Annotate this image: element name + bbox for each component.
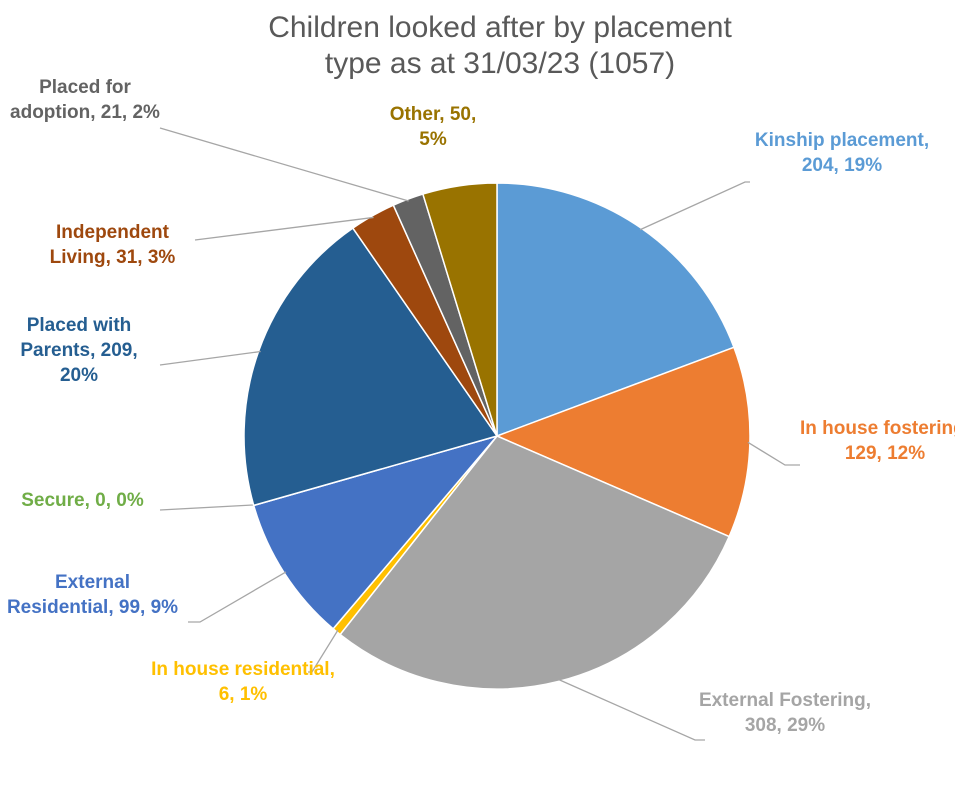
- pie-slice: [496, 182, 735, 438]
- leader-line: [308, 629, 339, 673]
- data-label: Placed for adoption, 21, 2%: [10, 77, 160, 123]
- pie-slice: [494, 346, 751, 538]
- title-box: Children looked after by placement type …: [268, 11, 732, 80]
- leader-line: [159, 504, 256, 511]
- chart-title: Children looked after by placement type …: [268, 11, 732, 80]
- data-label-box: External Fostering, 308, 29%: [698, 690, 872, 736]
- data-label: Secure, 0, 0%: [21, 490, 144, 511]
- data-label: Placed with Parents, 209, 20%: [20, 315, 138, 386]
- data-label-box: Independent Living, 31, 3%: [49, 222, 176, 268]
- leader-line: [639, 181, 750, 231]
- data-label-box: Kinship placement, 204, 19%: [754, 130, 930, 176]
- data-label: In house fostering, 129, 12%: [800, 418, 955, 464]
- pie-slice: [421, 182, 498, 437]
- pie-slice: [243, 227, 499, 507]
- data-label: Other, 50, 5%: [389, 104, 477, 150]
- leader-line: [558, 678, 705, 741]
- data-label-box: Placed for adoption, 21, 2%: [10, 77, 160, 123]
- data-label-box: Other, 50, 5%: [389, 104, 477, 150]
- data-label-box: Secure, 0, 0%: [21, 490, 144, 511]
- leader-line: [159, 127, 409, 202]
- data-label: External Residential, 99, 9%: [6, 572, 179, 618]
- data-label-box: Placed with Parents, 209, 20%: [20, 315, 138, 386]
- data-label: Independent Living, 31, 3%: [49, 222, 176, 268]
- data-label: Kinship placement, 204, 19%: [754, 130, 930, 176]
- data-label-box: In house residential, 6, 1%: [151, 659, 335, 705]
- leader-line: [159, 350, 261, 366]
- leader-line: [194, 216, 374, 241]
- data-label-box: External Residential, 99, 9%: [6, 572, 179, 618]
- leader-line: [747, 441, 800, 466]
- leader-line: [188, 571, 287, 623]
- data-label: In house residential, 6, 1%: [151, 659, 335, 705]
- pie-slice: [339, 435, 731, 690]
- data-label: External Fostering, 308, 29%: [698, 690, 872, 736]
- data-label-box: In house fostering, 129, 12%: [800, 418, 955, 464]
